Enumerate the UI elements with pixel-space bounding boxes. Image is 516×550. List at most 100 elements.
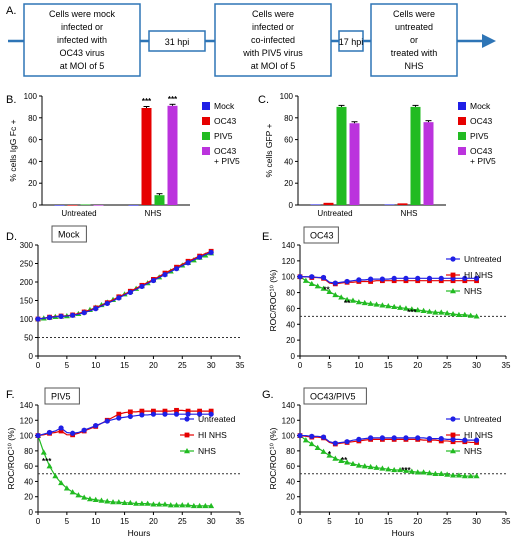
point-hi-nhs [162,408,168,414]
point-nhs [173,502,180,508]
y-tick-label: 80 [28,114,37,123]
category-label: NHS [145,209,162,218]
point-nhs [161,501,168,507]
point-nhs [385,303,392,309]
point-nhs [420,469,427,475]
point-hi-nhs [58,428,64,434]
point-nhs [144,500,151,506]
panel-a-timeline: A. Cells were mock infected or infected wi… [6,3,496,77]
point-nhs [414,307,421,313]
y-tick-label: 80 [284,114,293,123]
y-tick-label: 150 [20,297,34,306]
point-untreated [46,314,53,321]
point-untreated [127,289,133,295]
y-axis-label: % cells GFP + [264,124,274,178]
chart-title-box [44,387,80,405]
x-axis-label: Hours [128,528,151,538]
point-untreated [379,276,385,282]
point-nhs [455,311,462,317]
y-tick-label: 40 [284,157,293,166]
point-nhs [52,473,59,479]
point-nhs [391,303,398,310]
point-untreated [344,439,350,445]
chart-title: PIV5 [51,392,71,402]
point-nhs [373,464,380,470]
point-untreated [46,429,53,436]
point-nhs [367,463,374,470]
point-nhs [75,492,82,498]
y-tick-label: 100 [282,432,296,441]
series-line [300,276,477,284]
point-nhs [98,497,105,503]
x-tick-label: 35 [502,361,511,370]
point-nhs [473,473,480,479]
point-untreated [70,312,76,318]
point-untreated [208,411,214,417]
significance-mark: ** [344,299,351,308]
point-nhs [326,288,333,294]
chart-title-box [303,387,367,405]
series-line [299,276,477,317]
category-label: Untreated [317,209,352,218]
legend-swatch [202,117,210,125]
timeline-box-3-line: untreated [395,22,433,32]
y-tick-label: 100 [24,92,38,101]
point-untreated [403,435,409,441]
timeline-box-3-line: or [410,35,418,45]
legend-label: OC43 [470,116,492,126]
point-untreated [309,274,315,280]
x-tick-label: 15 [120,517,129,526]
point-nhs [438,470,445,476]
panel-label-a: A. [6,5,16,17]
point-untreated [184,416,190,422]
legend-label: Untreated [464,414,502,424]
point-untreated [185,411,191,417]
x-tick-label: 15 [120,361,129,370]
point-nhs [121,499,128,506]
panel-label-b: B. [6,94,16,106]
series-line [37,250,212,320]
point-nhs [208,502,215,509]
point-untreated [450,416,456,422]
x-tick-label: 0 [36,517,41,526]
bar [323,202,334,205]
point-nhs [314,283,321,289]
legend-label: + PIV5 [470,156,496,166]
point-untreated [127,413,133,420]
point-untreated [403,275,409,281]
legend-label: PIV5 [214,131,233,141]
point-nhs [455,472,462,478]
point-hi-nhs [174,407,179,413]
timeline-box-2-line: co-infected [251,35,295,45]
point-nhs [426,470,433,476]
timeline-box-2 [214,3,332,77]
legend-swatch [458,147,466,155]
point-untreated [150,411,157,417]
series-line [300,434,477,444]
x-tick-label: 5 [327,361,332,370]
point-nhs [46,463,53,469]
point-untreated [173,266,180,272]
y-tick-label: 60 [286,304,295,313]
point-untreated [332,280,338,286]
point-nhs [86,496,93,502]
point-hi-nhs [139,408,145,414]
point-untreated [162,272,168,278]
point-untreated [139,412,145,418]
x-tick-label: 20 [413,361,422,370]
timeline-box-1-line: OC43 virus [59,48,105,58]
legend-label: Untreated [198,414,236,424]
y-tick-label: 100 [282,273,296,282]
significance-mark: *** [142,97,152,106]
point-untreated [116,295,122,301]
y-tick-label: 250 [20,260,34,269]
y-tick-label: 100 [20,315,34,324]
y-tick-label: 100 [20,432,34,441]
y-tick-label: 200 [20,278,34,287]
x-axis-label: Hours [392,528,415,538]
legend-label: + PIV5 [214,156,240,166]
x-tick-label: 25 [178,361,187,370]
y-tick-label: 0 [29,508,34,517]
point-hi-nhs [197,408,202,414]
